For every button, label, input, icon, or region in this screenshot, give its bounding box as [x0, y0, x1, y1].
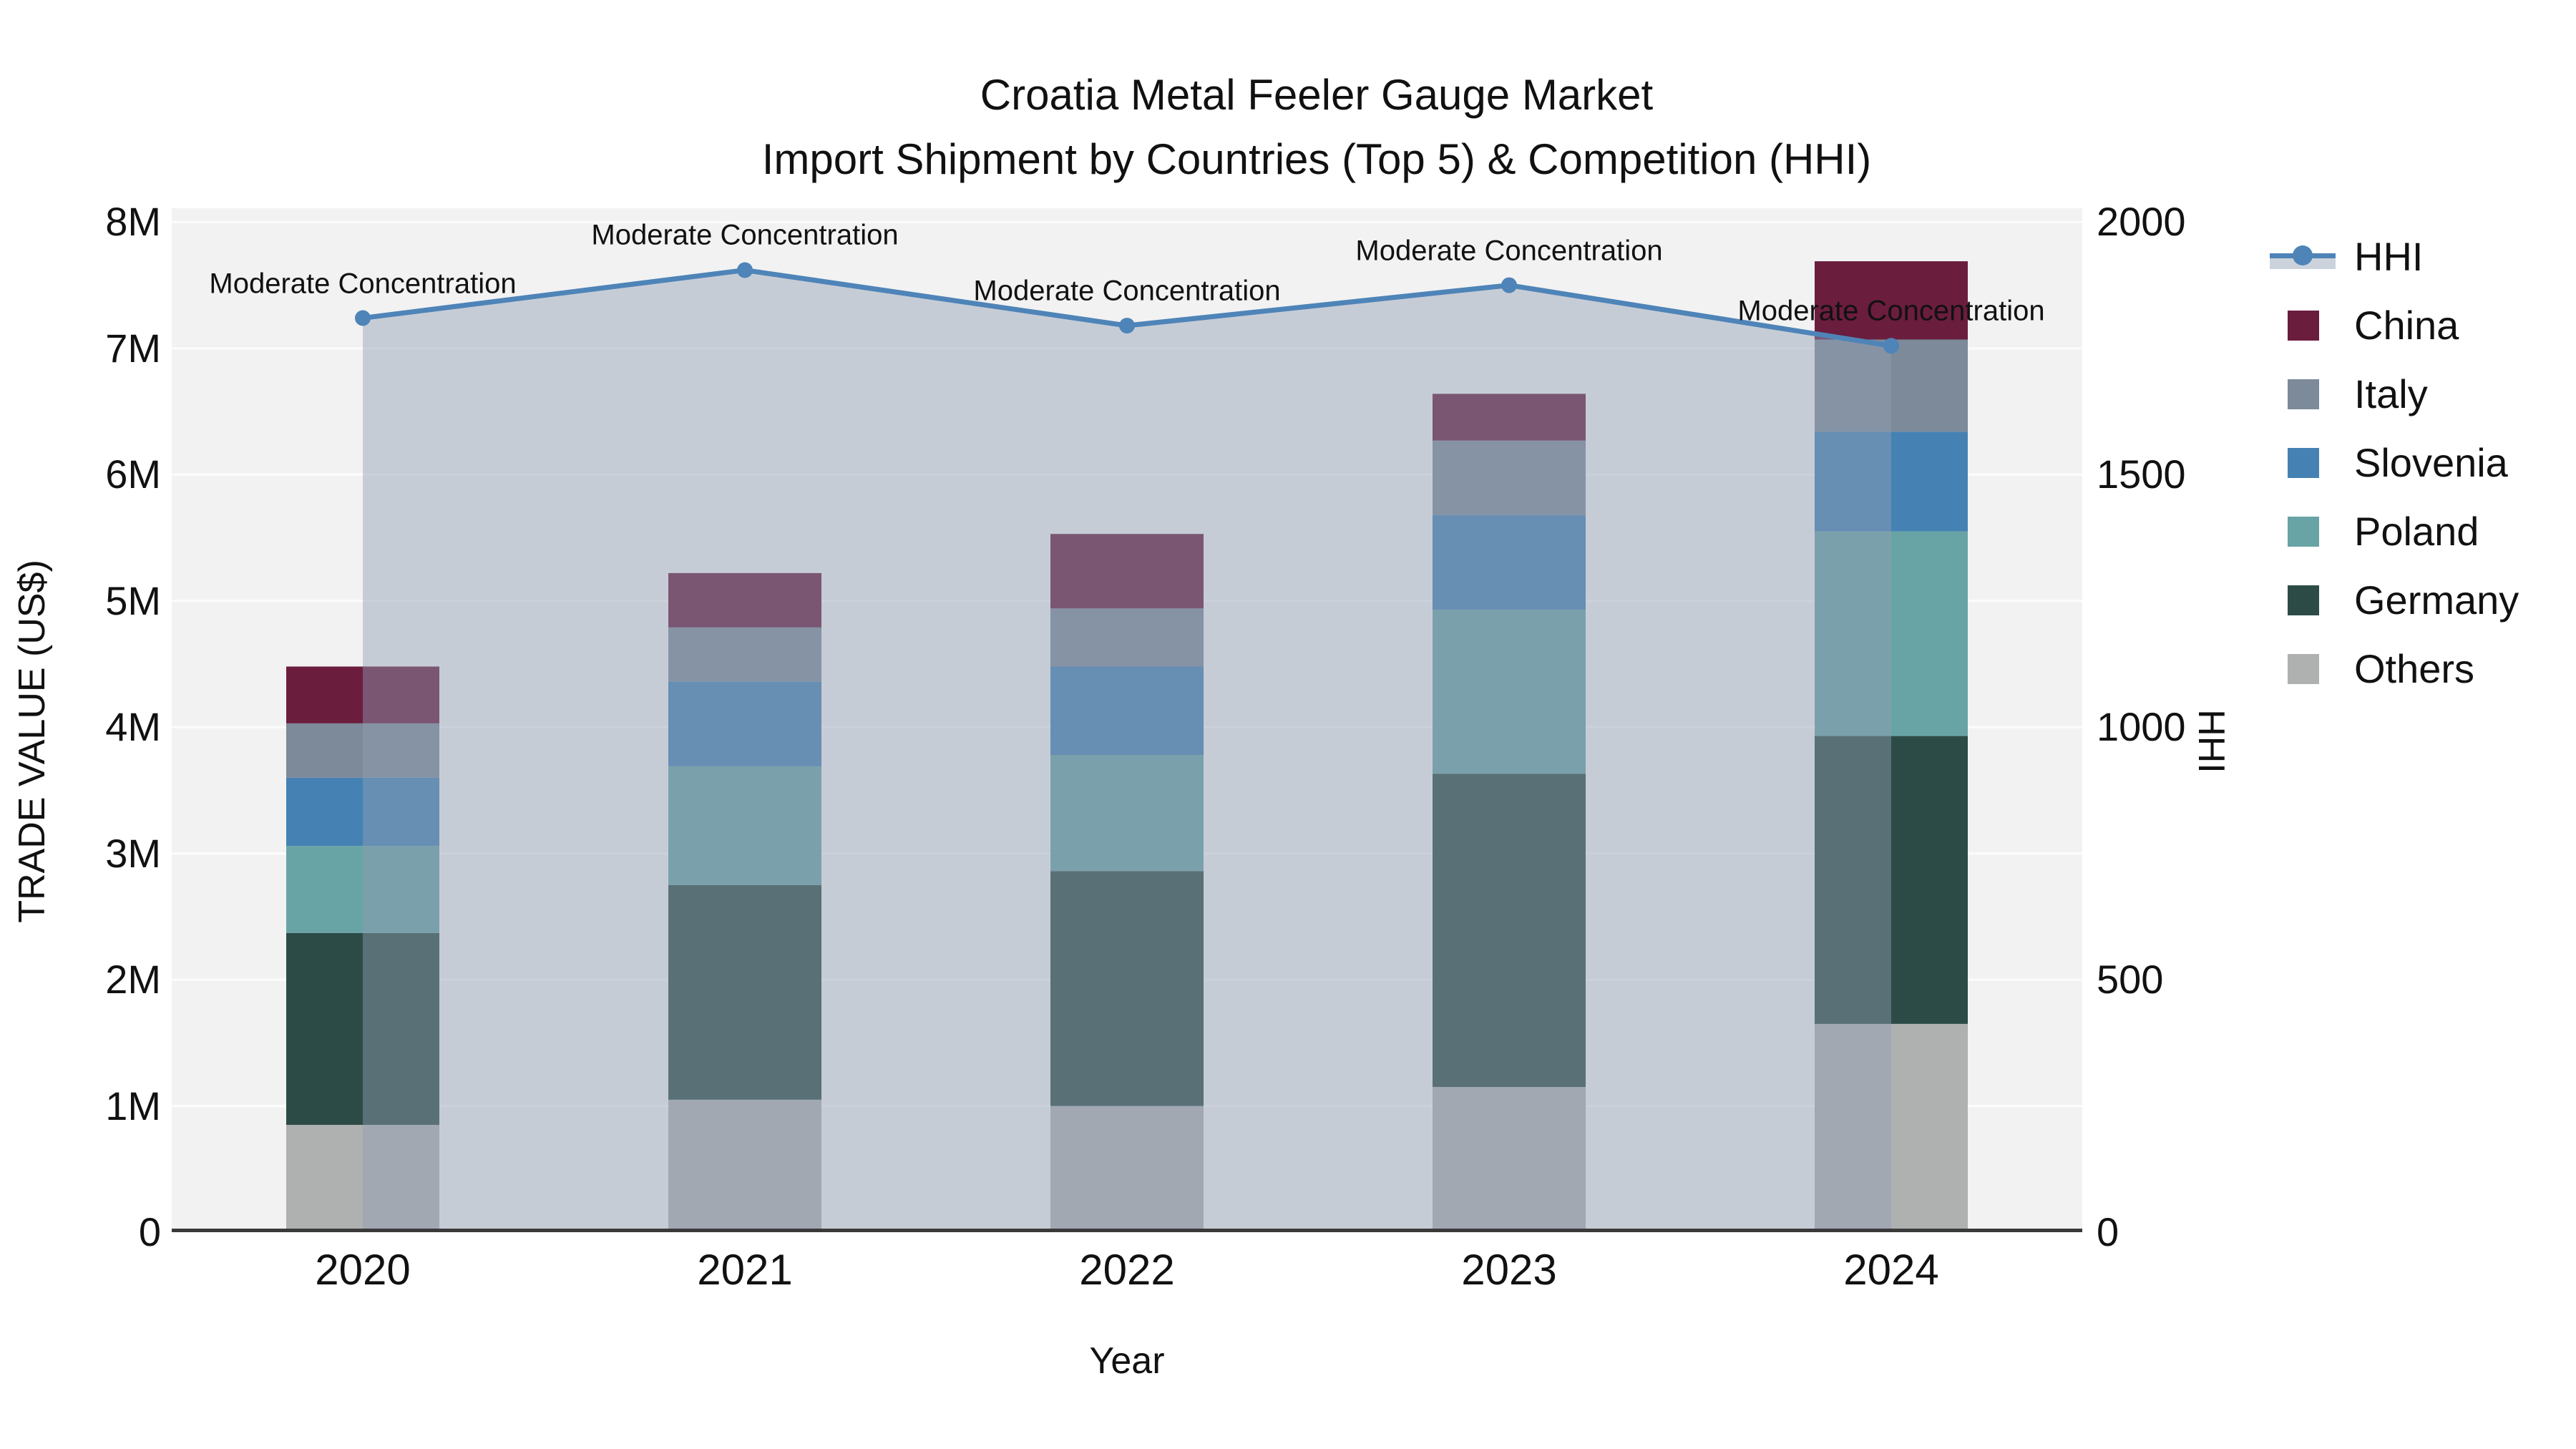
bar-segment-others-2020[interactable] — [286, 1125, 439, 1232]
legend-swatch-china — [2288, 311, 2319, 341]
legend-item-italy[interactable]: Italy — [2270, 371, 2519, 418]
bar-segment-slovenia-2021[interactable] — [668, 681, 821, 766]
y-right-tick-2000: 2000 — [2097, 199, 2186, 244]
bar-segment-germany-2023[interactable] — [1433, 774, 1586, 1088]
annotation-2020: Moderate Concentration — [209, 268, 517, 300]
x-axis-line — [172, 1229, 2082, 1232]
hhi-marker-2020[interactable] — [355, 310, 371, 326]
hhi-marker-2021[interactable] — [737, 262, 753, 278]
legend-item-others[interactable]: Others — [2270, 645, 2519, 693]
legend-swatch-slot — [2270, 508, 2336, 555]
legend-swatch-slovenia — [2288, 448, 2319, 478]
bar-segment-italy-2024[interactable] — [1815, 339, 1968, 432]
bar-segment-slovenia-2020[interactable] — [286, 777, 439, 847]
bar-segment-germany-2021[interactable] — [668, 884, 821, 1100]
bar-segment-italy-2021[interactable] — [668, 627, 821, 682]
legend-swatch-poland — [2288, 517, 2319, 547]
legend: HHI China Italy Slovenia Poland Germany Others — [2270, 233, 2519, 693]
annotation-2023: Moderate Concentration — [1355, 235, 1663, 267]
legend-label-others: Others — [2354, 646, 2475, 691]
bar-segment-china-2021[interactable] — [668, 572, 821, 628]
bar-segment-slovenia-2023[interactable] — [1433, 514, 1586, 610]
legend-swatch-slot — [2270, 577, 2336, 624]
bar-segment-germany-2022[interactable] — [1050, 871, 1204, 1106]
legend-swatch-others — [2288, 654, 2319, 684]
annotation-2024: Moderate Concentration — [1737, 295, 2045, 327]
y-right-tick-500: 500 — [2097, 957, 2164, 1002]
x-tick-2021: 2021 — [697, 1246, 793, 1294]
hhi-area — [363, 270, 1891, 1232]
bar-segment-poland-2020[interactable] — [286, 846, 439, 933]
y-left-tick-2M: 2M — [105, 957, 161, 1002]
y-left-tick-7M: 7M — [105, 326, 161, 371]
bar-segment-others-2024[interactable] — [1815, 1023, 1968, 1232]
chart-title-line2: Import Shipment by Countries (Top 5) & C… — [761, 135, 1872, 183]
bar-segment-others-2021[interactable] — [668, 1099, 821, 1232]
y-right-tick-0: 0 — [2097, 1209, 2119, 1254]
x-tick-2023: 2023 — [1461, 1246, 1557, 1294]
x-axis-title: Year — [1089, 1340, 1165, 1382]
legend-label-poland: Poland — [2354, 509, 2479, 554]
legend-label-slovenia: Slovenia — [2354, 440, 2508, 485]
y-left-tick-3M: 3M — [105, 831, 161, 876]
y-left-tick-5M: 5M — [105, 578, 161, 623]
y-left-tick-1M: 1M — [105, 1083, 161, 1128]
y-left-tick-0: 0 — [138, 1209, 161, 1254]
bar-segment-slovenia-2022[interactable] — [1050, 666, 1204, 756]
legend-swatch-italy — [2288, 379, 2319, 409]
legend-label-china: China — [2354, 303, 2459, 348]
bar-segment-poland-2024[interactable] — [1815, 531, 1968, 736]
legend-item-china[interactable]: China — [2270, 302, 2519, 349]
bar-segment-china-2023[interactable] — [1433, 394, 1586, 441]
y-right-tick-1500: 1500 — [2097, 452, 2186, 497]
legend-item-poland[interactable]: Poland — [2270, 508, 2519, 555]
chart-title-line1: Croatia Metal Feeler Gauge Market — [980, 71, 1654, 119]
bar-segment-poland-2021[interactable] — [668, 766, 821, 885]
legend-label-italy: Italy — [2354, 371, 2428, 416]
bar-segment-china-2022[interactable] — [1050, 534, 1204, 609]
hhi-legend-swatch — [2270, 233, 2336, 280]
y-left-tick-8M: 8M — [105, 199, 161, 244]
bar-segment-italy-2023[interactable] — [1433, 440, 1586, 515]
x-tick-2020: 2020 — [315, 1246, 411, 1294]
y-left-tick-4M: 4M — [105, 704, 161, 749]
bar-segment-italy-2020[interactable] — [286, 723, 439, 778]
x-tick-2024: 2024 — [1843, 1246, 1939, 1294]
bar-segment-others-2022[interactable] — [1050, 1106, 1204, 1232]
legend-swatch-slot — [2270, 645, 2336, 693]
bar-segment-china-2024[interactable] — [1815, 261, 1968, 340]
annotation-2021: Moderate Concentration — [591, 219, 899, 251]
bar-segment-poland-2023[interactable] — [1433, 610, 1586, 774]
chart-canvas — [172, 220, 2082, 1232]
hhi-marker-swatch — [2293, 245, 2313, 265]
bar-segment-slovenia-2024[interactable] — [1815, 431, 1968, 532]
legend-label-germany: Germany — [2354, 577, 2519, 623]
hhi-marker-2023[interactable] — [1501, 277, 1517, 293]
y-right-tick-1000: 1000 — [2097, 704, 2186, 749]
bar-segment-germany-2024[interactable] — [1815, 736, 1968, 1024]
bar-segment-germany-2020[interactable] — [286, 932, 439, 1125]
bar-segment-others-2023[interactable] — [1433, 1087, 1586, 1232]
y-left-tick-6M: 6M — [105, 452, 161, 497]
legend-swatch-germany — [2288, 585, 2319, 615]
legend-item-hhi[interactable]: HHI — [2270, 233, 2519, 280]
hhi-marker-2024[interactable] — [1883, 338, 1899, 354]
plot-area — [172, 208, 2082, 1232]
bar-segment-poland-2022[interactable] — [1050, 755, 1204, 872]
legend-item-slovenia[interactable]: Slovenia — [2270, 439, 2519, 487]
legend-item-germany[interactable]: Germany — [2270, 577, 2519, 624]
legend-swatch-slot — [2270, 302, 2336, 349]
legend-swatch-slot — [2270, 439, 2336, 487]
y-axis-title-right: HHI — [2190, 709, 2232, 774]
chart-title: Croatia Metal Feeler Gauge Market Import… — [762, 63, 1872, 192]
hhi-marker-2022[interactable] — [1119, 318, 1135, 334]
bar-segment-china-2020[interactable] — [286, 666, 439, 723]
legend-label-hhi: HHI — [2354, 234, 2424, 279]
legend-swatch-slot — [2270, 371, 2336, 418]
annotation-2022: Moderate Concentration — [973, 275, 1281, 307]
bar-segment-italy-2022[interactable] — [1050, 608, 1204, 667]
x-tick-2022: 2022 — [1079, 1246, 1175, 1294]
